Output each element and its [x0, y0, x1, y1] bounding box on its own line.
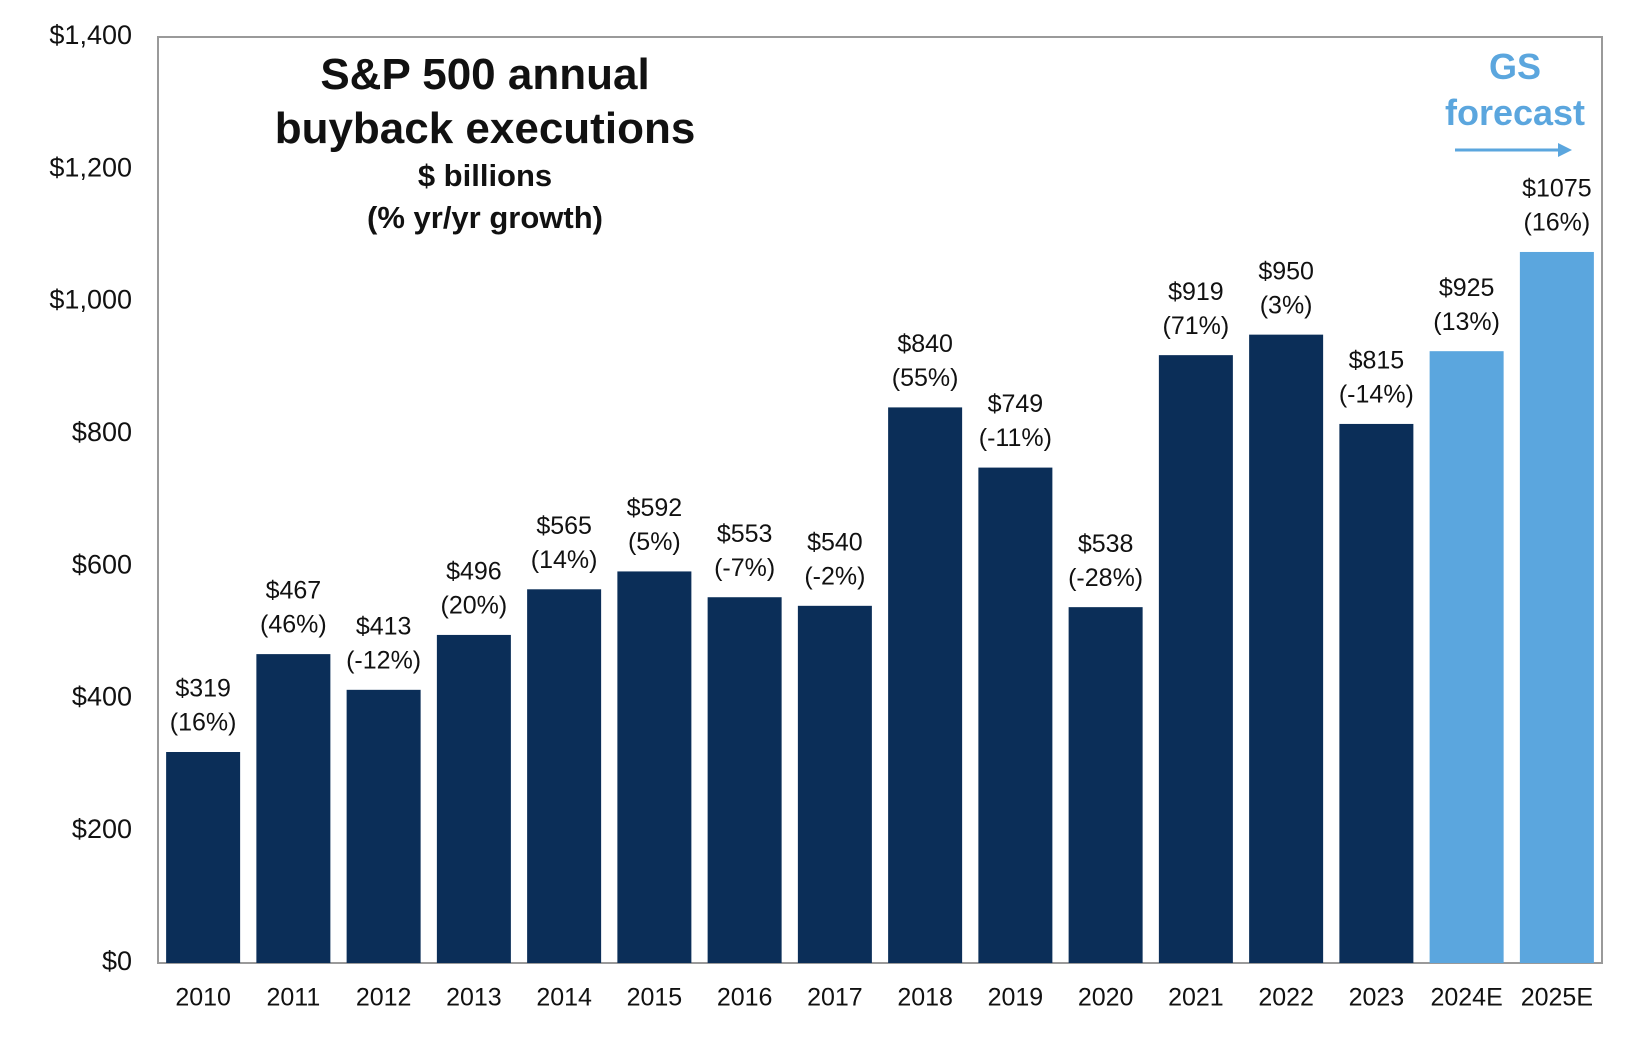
chart-subtitle: $ billions	[417, 158, 553, 193]
bar	[166, 752, 241, 963]
x-tick-label: 2012	[356, 984, 412, 1012]
plot-frame	[157, 36, 1603, 964]
bar	[1158, 355, 1233, 963]
y-tick-label: $400	[72, 682, 132, 712]
growth-label: (16%)	[170, 709, 237, 737]
value-label: $749	[988, 390, 1044, 418]
y-tick-label: $1,200	[49, 152, 132, 182]
value-label: $565	[536, 512, 592, 540]
x-tick-label: 2018	[897, 984, 953, 1012]
growth-label: (20%)	[441, 592, 508, 620]
x-tick-label: 2011	[266, 984, 320, 1012]
growth-label: (-7%)	[714, 554, 775, 582]
bar	[1068, 607, 1143, 963]
y-tick-label: $0	[102, 946, 132, 976]
y-tick-label: $800	[72, 417, 132, 447]
bar	[1519, 251, 1594, 963]
x-tick-label: 2021	[1168, 984, 1224, 1012]
chart-title: S&P 500 annual buyback executions	[274, 50, 696, 153]
growth-label: (55%)	[892, 364, 959, 392]
bar	[1339, 423, 1414, 964]
value-label: $919	[1168, 278, 1224, 306]
bar	[346, 689, 421, 963]
growth-label: (-2%)	[804, 562, 865, 590]
x-tick-label: 2016	[717, 984, 773, 1012]
growth-label: (5%)	[628, 528, 681, 556]
value-label: $815	[1349, 347, 1405, 375]
bar	[1249, 334, 1324, 964]
value-label: $592	[627, 494, 683, 522]
x-tick-label: 2014	[536, 984, 592, 1012]
bar	[436, 634, 511, 963]
x-tick-label: 2010	[175, 984, 231, 1012]
value-label: $950	[1258, 257, 1314, 285]
bar	[888, 407, 963, 963]
x-tick-label: 2015	[627, 984, 683, 1012]
growth-label: (46%)	[260, 611, 327, 639]
growth-label: (-14%)	[1339, 381, 1414, 409]
growth-label: (-11%)	[979, 424, 1052, 452]
bar	[617, 571, 692, 963]
growth-label: (13%)	[1433, 308, 1500, 336]
growth-label: (16%)	[1524, 209, 1591, 237]
growth-label: (-28%)	[1068, 564, 1143, 592]
value-label: $540	[807, 528, 863, 556]
forecast-annotation: GS forecast	[1444, 46, 1586, 133]
bar	[797, 605, 872, 963]
x-tick-label: 2022	[1258, 984, 1314, 1012]
bar	[1429, 351, 1504, 963]
chart-note: (% yr/yr growth)	[367, 200, 603, 235]
y-tick-label: $200	[72, 814, 132, 844]
growth-label: (71%)	[1163, 312, 1230, 340]
bar	[256, 654, 331, 963]
growth-label: (3%)	[1260, 291, 1313, 319]
growth-label: (-12%)	[346, 646, 421, 674]
value-label: $467	[266, 577, 322, 605]
y-tick-label: $600	[72, 549, 132, 579]
x-tick-label: 2017	[807, 984, 863, 1012]
value-label: $553	[717, 520, 773, 548]
value-label: $538	[1078, 530, 1134, 558]
value-label: $925	[1439, 274, 1495, 302]
x-tick-label: 2025E	[1521, 984, 1593, 1012]
y-tick-label: $1,400	[49, 20, 132, 50]
value-label: $319	[175, 675, 231, 703]
bar	[978, 467, 1053, 963]
x-tick-label: 2024E	[1430, 984, 1502, 1012]
x-tick-label: 2020	[1078, 984, 1134, 1012]
value-label: $496	[446, 558, 502, 586]
value-label: $840	[897, 330, 953, 358]
bar	[707, 597, 782, 963]
x-tick-label: 2019	[988, 984, 1044, 1012]
x-tick-label: 2013	[446, 984, 502, 1012]
y-tick-label: $1,000	[49, 285, 132, 315]
value-label: $1075	[1522, 175, 1592, 203]
bar	[527, 589, 602, 963]
forecast-arrow-head	[1558, 143, 1572, 157]
growth-label: (14%)	[531, 546, 598, 574]
x-tick-label: 2023	[1349, 984, 1405, 1012]
value-label: $413	[356, 612, 412, 640]
